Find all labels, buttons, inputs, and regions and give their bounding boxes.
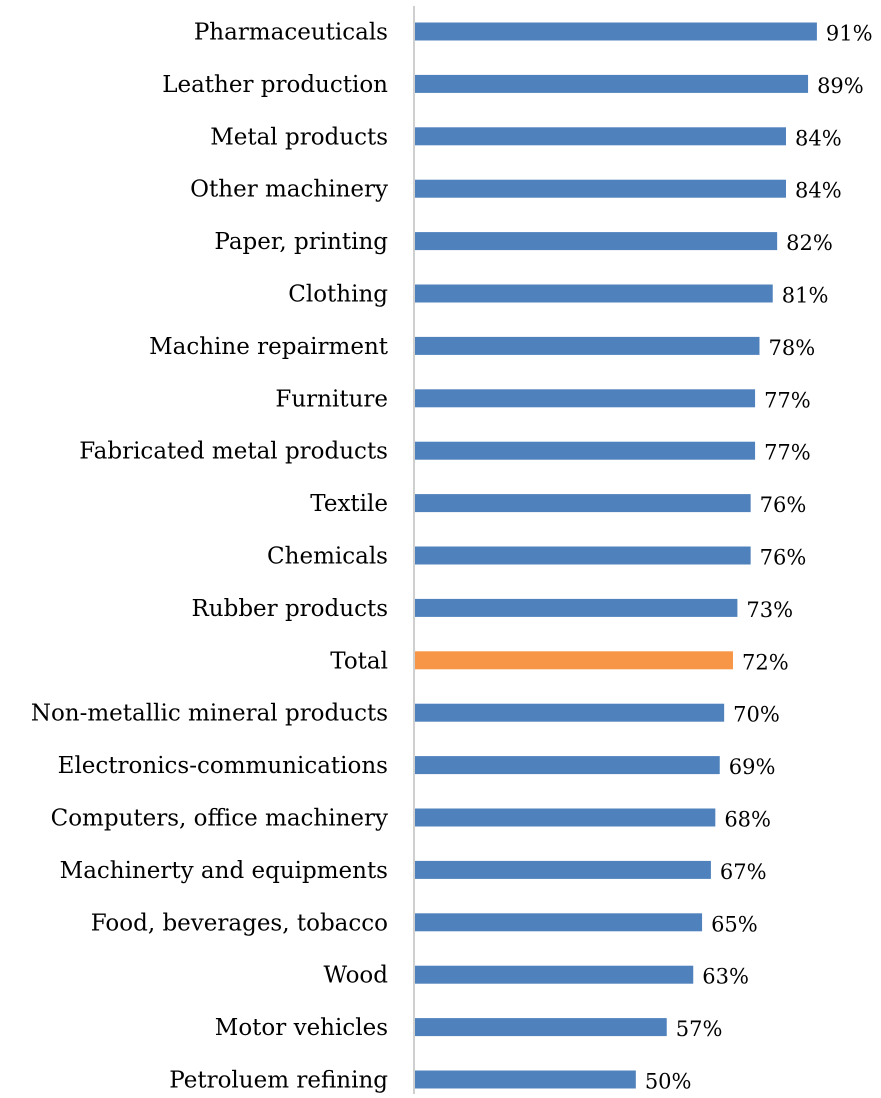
value-label-machine-repairment: 78% xyxy=(768,336,815,360)
value-label-motor-vehicles: 57% xyxy=(676,1017,723,1041)
value-label-pharmaceuticals: 91% xyxy=(826,22,873,46)
bar-computers-office-machinery xyxy=(415,808,716,827)
bar-machine-repairment xyxy=(415,336,760,355)
category-label-other-machinery: Other machinery xyxy=(190,177,388,203)
bar-total xyxy=(415,651,733,670)
value-labels-group: 91% 89% 84% 84% 82% 81% 78% 77% 77% 76% 76% 73% 72% 7… xyxy=(645,22,873,1094)
bar-chemicals xyxy=(415,546,751,565)
bar-metal-products xyxy=(415,127,786,146)
bar-petroluem-refining xyxy=(415,1070,636,1089)
category-label-non-metallic-mineral-products: Non-metallic mineral products xyxy=(31,701,388,727)
bar-paper-printing xyxy=(415,232,778,251)
value-label-clothing: 81% xyxy=(782,284,829,308)
value-label-petroluem-refining: 50% xyxy=(645,1070,692,1094)
value-label-non-metallic-mineral-products: 70% xyxy=(733,703,780,727)
value-label-textile: 76% xyxy=(760,493,807,517)
bars-group xyxy=(415,22,817,1089)
value-label-leather-production: 89% xyxy=(817,74,864,98)
value-label-other-machinery: 84% xyxy=(795,179,842,203)
category-label-metal-products: Metal products xyxy=(210,124,388,150)
value-label-paper-printing: 82% xyxy=(786,231,833,255)
category-label-clothing: Clothing xyxy=(288,282,388,308)
category-label-wood: Wood xyxy=(324,963,389,989)
bar-fabricated-metal-products xyxy=(415,441,756,460)
category-label-machinerty-and-equipments: Machinerty and equipments xyxy=(60,858,388,884)
category-label-computers-office-machinery: Computers, office machinery xyxy=(51,806,388,832)
category-label-pharmaceuticals: Pharmaceuticals xyxy=(194,20,388,46)
bar-electronics-communications xyxy=(415,756,720,775)
value-label-electronics-communications: 69% xyxy=(729,755,776,779)
bar-textile xyxy=(415,494,751,513)
value-label-computers-office-machinery: 68% xyxy=(724,808,771,832)
bar-machinerty-and-equipments xyxy=(415,860,711,879)
value-label-machinerty-and-equipments: 67% xyxy=(720,860,767,884)
bar-furniture xyxy=(415,389,756,408)
category-label-paper-printing: Paper, printing xyxy=(214,229,388,255)
category-label-textile: Textile xyxy=(310,491,388,517)
category-label-rubber-products: Rubber products xyxy=(191,596,388,622)
bar-rubber-products xyxy=(415,598,738,617)
category-label-total: Total xyxy=(330,648,388,674)
bar-clothing xyxy=(415,284,773,303)
category-label-electronics-communications: Electronics-communications xyxy=(58,753,388,779)
category-label-food-beverages-tobacco: Food, beverages, tobacco xyxy=(91,910,388,936)
bar-pharmaceuticals xyxy=(415,22,817,41)
bar-wood xyxy=(415,965,694,984)
bar-other-machinery xyxy=(415,179,786,198)
value-label-rubber-products: 73% xyxy=(746,598,793,622)
category-label-furniture: Furniture xyxy=(275,386,388,412)
category-label-petroluem-refining: Petroluem refining xyxy=(169,1068,388,1094)
value-label-chemicals: 76% xyxy=(760,546,807,570)
value-label-fabricated-metal-products: 77% xyxy=(764,441,811,465)
value-label-furniture: 77% xyxy=(764,388,811,412)
value-label-wood: 63% xyxy=(702,965,749,989)
value-label-food-beverages-tobacco: 65% xyxy=(711,912,758,936)
category-label-machine-repairment: Machine repairment xyxy=(149,334,389,360)
bar-motor-vehicles xyxy=(415,1018,667,1037)
category-labels-group: Pharmaceuticals Leather production Metal p… xyxy=(31,20,389,1094)
bar-leather-production xyxy=(415,74,809,93)
category-label-motor-vehicles: Motor vehicles xyxy=(215,1015,388,1041)
bar-food-beverages-tobacco xyxy=(415,913,703,932)
category-label-leather-production: Leather production xyxy=(162,72,388,98)
category-label-chemicals: Chemicals xyxy=(267,544,388,570)
value-label-metal-products: 84% xyxy=(795,126,842,150)
bar-non-metallic-mineral-products xyxy=(415,703,725,722)
value-label-total: 72% xyxy=(742,650,789,674)
category-label-fabricated-metal-products: Fabricated metal products xyxy=(79,439,388,465)
